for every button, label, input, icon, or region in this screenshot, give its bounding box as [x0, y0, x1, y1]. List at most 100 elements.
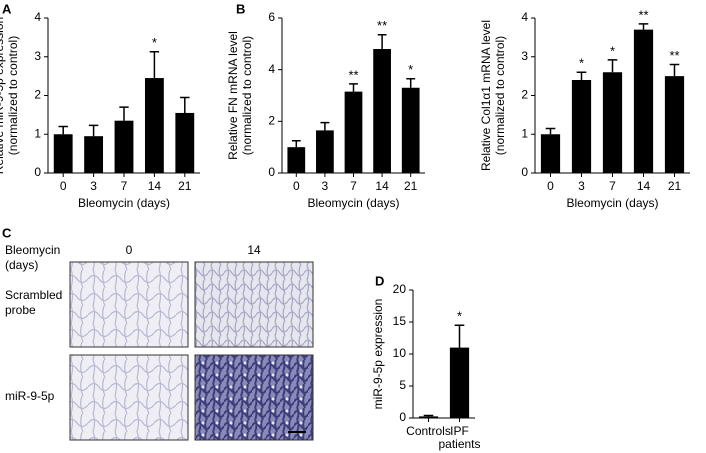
y-tick-label: 4: [521, 10, 528, 24]
bar: [602, 72, 623, 173]
y-tick-label: 3: [521, 49, 528, 63]
bar: [418, 416, 439, 418]
x-tick-label: IPF patients: [438, 424, 481, 451]
error-bar: [58, 125, 68, 135]
bar: [144, 78, 164, 173]
error-bar: [377, 34, 387, 49]
bar: [53, 134, 73, 173]
y-tick-label: 0: [521, 165, 528, 179]
y-tick-label: 4: [268, 62, 275, 76]
bar: [175, 112, 195, 173]
y-tick-label: 5: [399, 378, 406, 392]
x-tick-label: Controls: [406, 424, 451, 438]
y-tick-label: 10: [393, 346, 407, 360]
y-tick-label: 20: [393, 282, 407, 296]
significance: *: [408, 62, 413, 77]
bar: [114, 120, 134, 173]
y-axis-label: (normalized to control): [240, 36, 254, 155]
error-bar: [454, 324, 465, 348]
y-tick-label: 0: [34, 165, 41, 179]
significance: *: [579, 56, 584, 71]
significance: **: [669, 48, 679, 63]
error-bar: [291, 139, 301, 148]
panel-letter: B: [236, 1, 245, 16]
error-bar: [607, 59, 618, 73]
panel-letter: D: [375, 273, 384, 288]
y-tick-label: 0: [268, 165, 275, 179]
error-bar: [349, 83, 358, 92]
error-bar: [669, 63, 680, 77]
y-axis-label: Relative FN mRNA level: [226, 31, 240, 160]
x-tick-label: 7: [350, 179, 357, 193]
y-tick-label: 2: [268, 114, 275, 128]
significance: *: [610, 43, 615, 58]
y-axis-label: miR-9-5p expression: [371, 299, 385, 410]
y-tick-label: 2: [521, 88, 528, 102]
y-tick-label: 0: [399, 410, 406, 424]
bar: [571, 80, 592, 173]
bar: [449, 347, 470, 418]
y-tick-label: 6: [268, 10, 275, 24]
panel-letter: A: [2, 1, 12, 16]
significance: **: [377, 18, 387, 33]
x-tick-label: 21: [404, 179, 418, 193]
error-bar: [406, 77, 416, 88]
y-tick-label: 4: [34, 10, 41, 24]
micrograph: [69, 261, 189, 348]
column-label: 14: [247, 243, 261, 257]
x-tick-label: 14: [147, 179, 162, 193]
x-tick-label: 3: [578, 179, 585, 193]
x-tick-label: 0: [547, 179, 554, 193]
x-tick-label: 21: [667, 179, 682, 193]
bar: [664, 76, 685, 173]
significance: **: [638, 7, 648, 22]
bar: [633, 29, 654, 173]
x-tick-label: 0: [292, 179, 300, 193]
y-tick-label: 1: [34, 126, 41, 140]
row-label: probe: [5, 303, 36, 317]
error-bar: [545, 127, 556, 135]
significance: *: [152, 35, 157, 50]
x-tick-label: 3: [90, 179, 97, 193]
micrograph: [69, 354, 189, 441]
row-header: Bleomycin: [5, 243, 60, 257]
x-tick-label: 7: [120, 179, 128, 193]
bar: [373, 49, 391, 173]
x-tick-label: 7: [609, 179, 616, 193]
row-header: (days): [5, 258, 38, 272]
error-bar: [576, 71, 587, 80]
error-bar: [320, 121, 330, 131]
y-tick-label: 15: [393, 314, 407, 328]
x-axis-label: Bleomycin (days): [307, 196, 399, 210]
bar: [287, 147, 306, 173]
x-tick-label: 14: [636, 179, 651, 193]
x-axis-label: Bleomycin (days): [566, 196, 658, 210]
error-bar: [149, 50, 160, 79]
y-axis-label: (normalized to control): [493, 36, 507, 155]
bar: [84, 136, 104, 173]
row-label: miR-9-5p: [5, 389, 55, 403]
y-tick-label: 3: [34, 49, 41, 63]
error-bar: [180, 96, 190, 113]
significance: *: [457, 309, 462, 324]
bar: [540, 134, 561, 173]
x-axis-label: Bleomycin (days): [78, 196, 170, 210]
significance: **: [348, 67, 358, 82]
bar: [401, 87, 420, 173]
y-axis-label: Relative miR-9-5p expression: [0, 17, 6, 174]
error-bar: [88, 124, 99, 137]
y-axis-label: (normalized to control): [6, 36, 20, 155]
y-axis-label: Relative Col1α1 mRNA level: [479, 20, 493, 171]
error-bar: [423, 414, 434, 417]
micrograph: [194, 261, 314, 348]
column-label: 0: [126, 243, 133, 257]
bar: [316, 130, 334, 173]
x-tick-label: 14: [375, 179, 389, 193]
micrograph: [194, 354, 314, 441]
bar: [344, 91, 363, 173]
x-tick-label: 3: [321, 179, 329, 193]
row-label: Scrambled: [5, 288, 62, 302]
x-tick-label: 21: [178, 179, 192, 193]
